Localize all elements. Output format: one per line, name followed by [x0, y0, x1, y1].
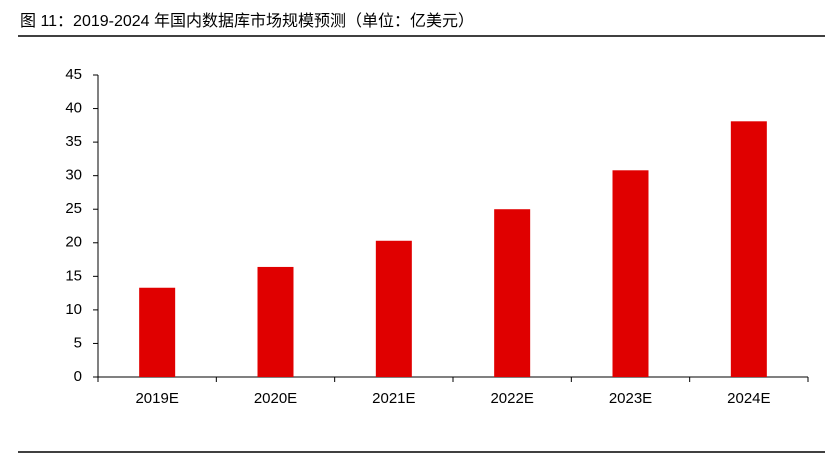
x-tick-label: 2022E	[490, 390, 533, 407]
y-tick-label: 45	[65, 66, 82, 83]
x-tick-label: 2020E	[254, 390, 297, 407]
y-tick-label: 40	[65, 100, 82, 117]
y-tick-label: 10	[65, 301, 82, 318]
x-tick-label: 2024E	[727, 390, 770, 407]
y-tick-label: 30	[65, 167, 82, 184]
y-tick-label: 25	[65, 200, 82, 217]
bar	[494, 209, 531, 377]
x-tick-label: 2019E	[135, 390, 178, 407]
y-tick-label: 35	[65, 133, 82, 150]
bar	[375, 240, 412, 377]
bar	[730, 121, 767, 377]
bar	[139, 287, 176, 377]
y-tick-label: 20	[65, 234, 82, 251]
bar	[257, 266, 294, 377]
x-tick-label: 2021E	[372, 390, 415, 407]
y-tick-label: 0	[74, 368, 82, 385]
y-tick-label: 5	[74, 334, 82, 351]
chart-title: 图 11：2019-2024 年国内数据库市场规模预测（单位：亿美元）	[20, 12, 474, 30]
y-tick-label: 15	[65, 267, 82, 284]
x-tick-label: 2023E	[609, 390, 652, 407]
bar	[612, 170, 649, 377]
